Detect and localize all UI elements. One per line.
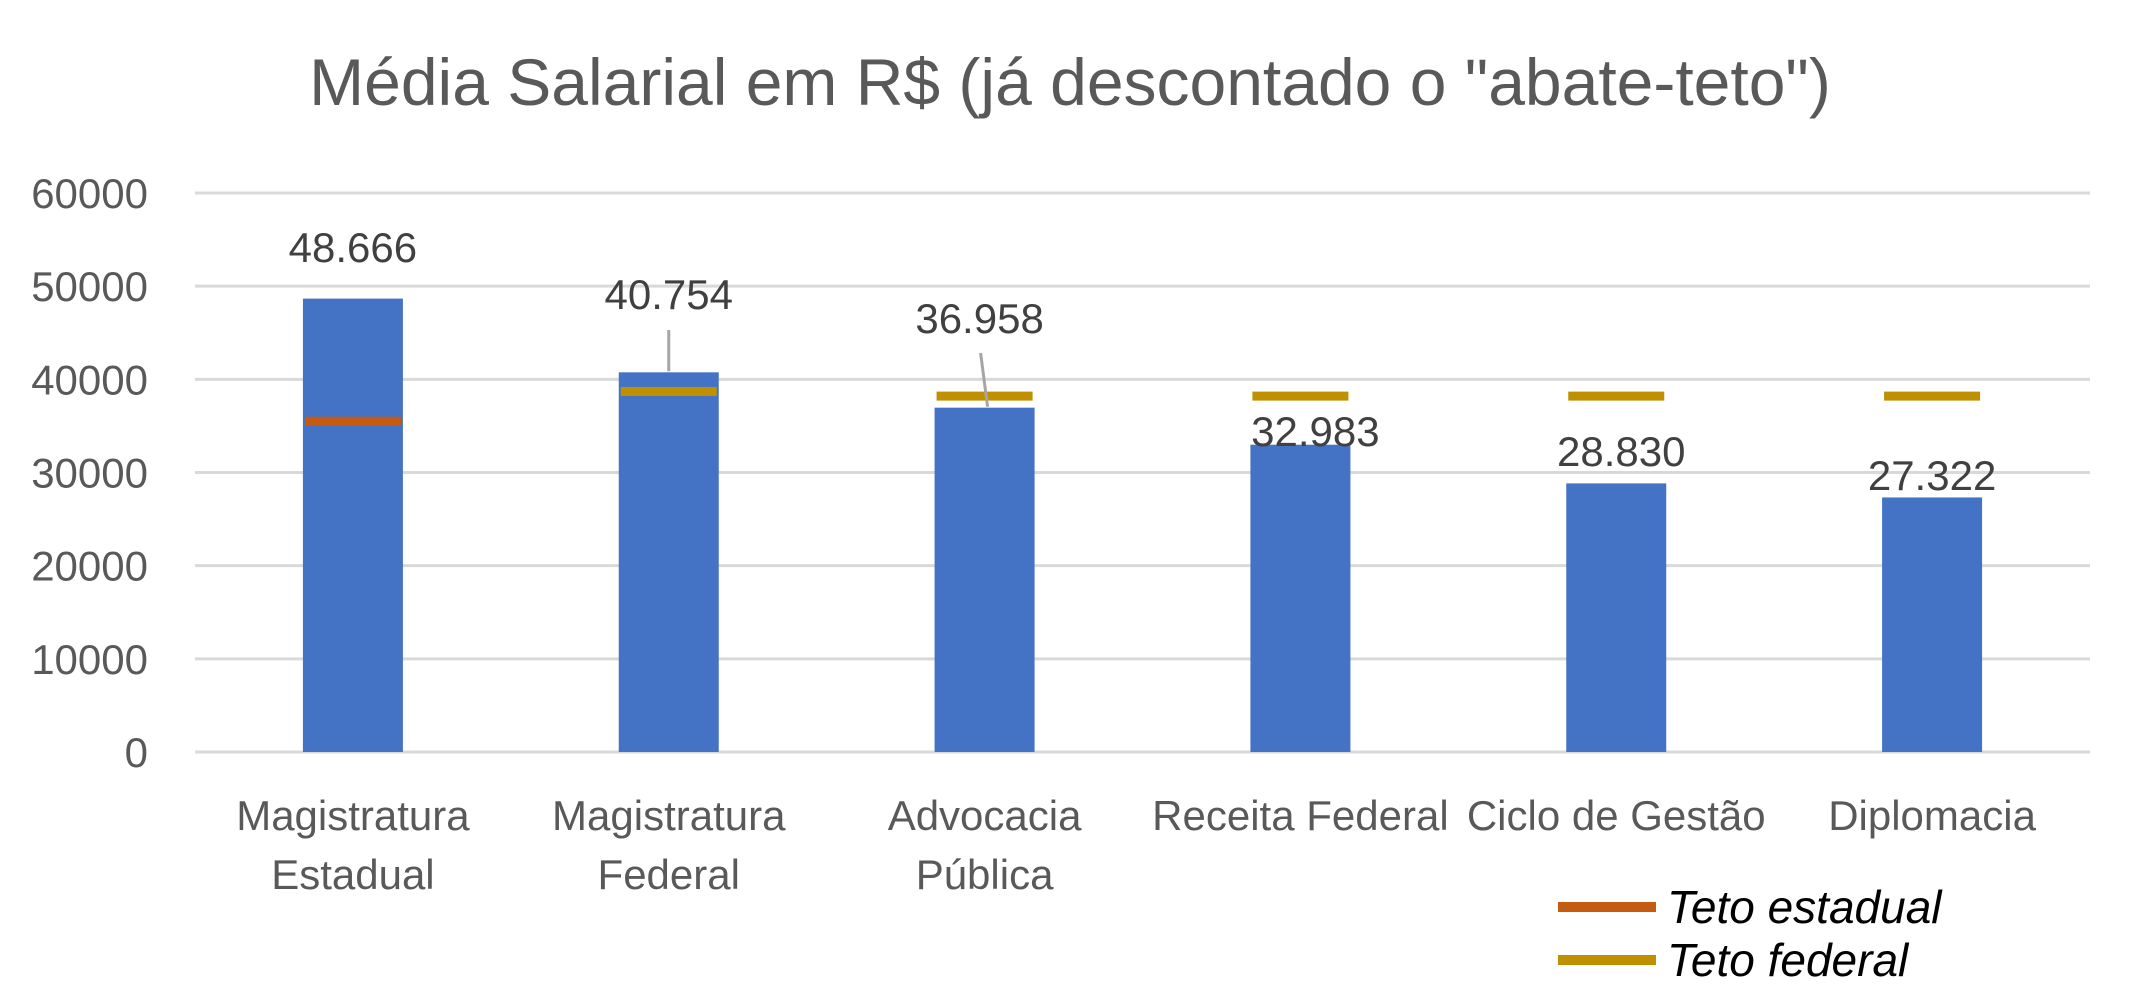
x-category-label: Ciclo de Gestão: [1467, 792, 1766, 839]
legend-label-0: Teto estadual: [1667, 881, 1943, 933]
x-axis-category-labels: Magistratura Estadual Magistratura Federal A…: [236, 792, 2036, 898]
bars: [302, 298, 1983, 752]
teto-marker-1: [620, 386, 717, 396]
x-category-label: Pública: [916, 851, 1054, 898]
data-label-0: 48.666: [289, 224, 417, 271]
x-category-label: Diplomacia: [1828, 792, 2036, 839]
x-category-label: Advocacia: [888, 792, 1082, 839]
bar-3: [1250, 444, 1351, 752]
data-label-5: 27.322: [1868, 452, 1996, 499]
y-tick-label: 20000: [31, 543, 148, 590]
teto-marker-3: [1252, 391, 1349, 401]
bar-4: [1566, 483, 1667, 752]
legend-swatch-0: [1558, 902, 1656, 912]
bar-5: [1882, 497, 1983, 752]
teto-markers: [304, 386, 1981, 426]
bar-2: [934, 407, 1035, 752]
y-tick-label: 50000: [31, 263, 148, 310]
teto-marker-0: [304, 416, 401, 426]
bar-1: [618, 372, 719, 752]
x-category-label: Magistratura: [236, 792, 470, 839]
teto-marker-4: [1568, 391, 1665, 401]
y-tick-label: 60000: [31, 170, 148, 217]
y-tick-label: 10000: [31, 636, 148, 683]
leader-line-2: [979, 352, 990, 407]
data-labels: 48.666 40.754 36.958 32.983 28.830 27.322: [289, 224, 1997, 499]
y-axis-tick-labels: 0 10000 20000 30000 40000 50000 60000: [31, 170, 148, 776]
bar-0: [302, 298, 403, 752]
x-category-label: Magistratura: [552, 792, 786, 839]
teto-marker-5: [1884, 391, 1981, 401]
y-tick-label: 40000: [31, 356, 148, 403]
teto-marker-2: [936, 391, 1033, 401]
data-label-3: 32.983: [1251, 408, 1379, 455]
data-label-1: 40.754: [605, 271, 733, 318]
gridlines: [195, 191, 2090, 754]
y-tick-label: 0: [125, 729, 148, 776]
legend-label-1: Teto federal: [1667, 934, 1910, 986]
label-leader-lines: [667, 330, 990, 407]
data-label-4: 28.830: [1557, 428, 1685, 475]
chart-title: Média Salarial em R$ (já descontado o "a…: [309, 45, 1831, 119]
y-tick-label: 30000: [31, 450, 148, 497]
x-category-label: Federal: [598, 851, 740, 898]
legend-swatch-1: [1558, 955, 1656, 965]
x-category-label: Estadual: [271, 851, 434, 898]
data-label-2: 36.958: [915, 295, 1043, 342]
x-category-label: Receita Federal: [1152, 792, 1448, 839]
